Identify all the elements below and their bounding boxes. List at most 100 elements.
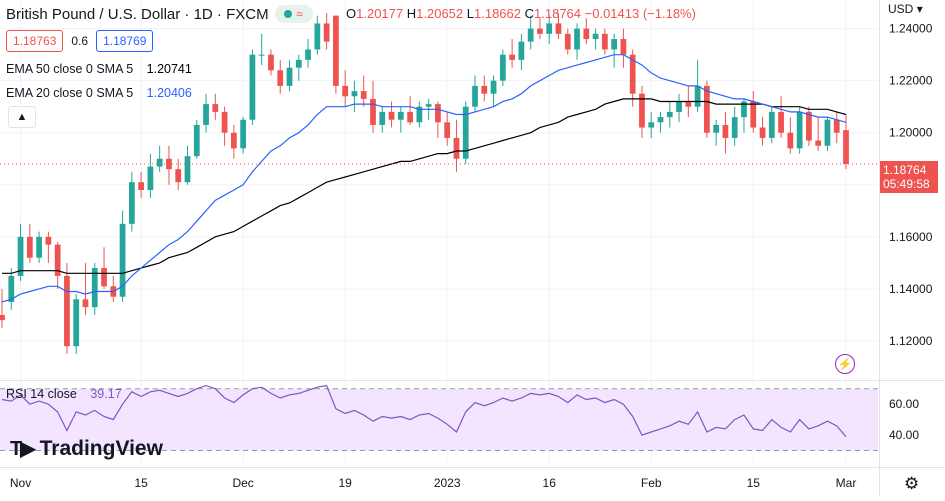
candle-body-up [574,28,580,50]
candle-body-up [295,59,302,68]
currency-menu[interactable]: USD ▾ [888,2,923,16]
ema20-legend[interactable]: EMA 20 close 0 SMA 5 1.20406 [6,86,192,100]
candle-body-down [601,33,608,50]
candle-body-up [147,166,154,190]
candle-body-down [407,111,413,123]
candle-body-up [156,158,163,167]
candle-body-down [360,91,367,99]
candle-body-up [73,299,80,347]
candle-body-down [722,124,729,138]
candle-body-up [731,117,738,138]
chevron-down-icon: ▾ [916,2,923,16]
candle-body-up [796,111,803,149]
candle-body-down [212,104,219,112]
sell-button[interactable]: 1.18763 [6,30,64,52]
quote-row: 1.18763 0.6 1.18769 [6,30,154,52]
candle-body-up [397,111,404,120]
rsi-label: RSI 14 close [6,387,77,401]
candle-body-down [833,119,840,133]
candle-body-down [481,85,488,94]
candle-body-down [333,15,339,86]
candle-body-down [342,85,349,97]
candle-body-down [370,98,376,125]
candle-body-down [323,23,330,42]
candle-body-up [490,80,497,94]
tradingview-logo[interactable]: T▶ TradingView [10,436,163,461]
candle-body-up [305,49,311,60]
rsi-band [0,388,878,451]
time-tick-label: 19 [338,476,352,490]
collapse-legend-button[interactable]: ▲ [8,106,36,128]
candle-body-up [91,268,98,308]
candle-body-up [676,101,682,112]
symbol-title[interactable]: British Pound / U.S. Dollar · 1D · FXCM [6,5,269,23]
candle-body-down [45,236,52,245]
price-tick-label: 1.20000 [889,126,933,140]
candle-body-down [843,130,849,164]
gear-icon[interactable]: ⚙ [904,474,920,493]
candle-body-down [778,111,784,133]
chevron-up-icon: ▲ [16,111,28,123]
candle-body-up [8,275,15,302]
candle-body-down [82,299,89,308]
candle-body-down [230,132,237,149]
candle-body-up [286,67,293,86]
price-tick-label: 1.12000 [889,334,933,348]
currency-label: USD [888,2,914,16]
candle-body-down [101,268,107,287]
candle-body-up [648,122,655,128]
ema20-value: 1.20406 [146,86,192,100]
candle-body-down [64,275,70,347]
candle-body-up [351,91,358,97]
candle-body-down [453,137,460,159]
time-tick-label: 16 [543,476,557,490]
candle-body-down [277,70,284,86]
candle-body-up [768,111,775,138]
candle-body-down [0,314,5,321]
ema50-line [2,98,847,274]
candle-body-up [694,85,701,107]
rsi-value: 39.17 [90,387,122,401]
candle-body-up [657,117,664,123]
ema50-value: 1.20741 [146,62,192,76]
candle-body-down [564,33,571,50]
close-label: C [524,6,535,21]
lightning-icon[interactable]: ⚡ [835,354,855,374]
bar-countdown: 05:49:58 [883,177,930,191]
candle-body-up [17,236,24,276]
candle-body-down [685,101,692,107]
price-tick-label: 1.14000 [889,282,933,296]
candle-body-down [806,111,812,141]
spread-value: 0.6 [71,34,89,48]
candle-body-down [444,122,451,138]
ema50-legend[interactable]: EMA 50 close 0 SMA 5 1.20741 [6,62,192,76]
candle-body-up [425,104,432,107]
tradingview-mark-icon: T▶ [10,438,36,460]
time-tick-label: Feb [641,476,662,490]
low-value: 1.18662 [474,6,521,21]
candle-body-down [435,104,441,123]
candle-body-up [462,106,469,159]
time-tick-label: Mar [836,476,857,490]
buy-button[interactable]: 1.18769 [96,30,154,52]
high-value: 1.20652 [416,6,464,21]
candle-body-down [175,169,182,183]
candle-body-up [546,23,553,34]
rsi-legend[interactable]: RSI 14 close 39.17 [6,387,122,401]
candle-body-up [527,28,534,42]
candle-body-up [128,182,135,224]
candle-body-up [379,111,386,125]
candle-body-down [759,127,766,138]
rsi-line [1,384,847,437]
ema50-label: EMA 50 close 0 SMA 5 [6,62,134,76]
market-open-dot-icon [284,10,293,18]
candle-body-up [824,119,831,146]
time-tick-label: 15 [747,476,761,490]
candle-body-up [240,119,247,149]
candle-body-up [518,41,525,60]
candle-body-down [629,54,636,94]
visibility-toggle[interactable]: ≈ [274,5,313,23]
time-tick-label: 15 [134,476,148,490]
